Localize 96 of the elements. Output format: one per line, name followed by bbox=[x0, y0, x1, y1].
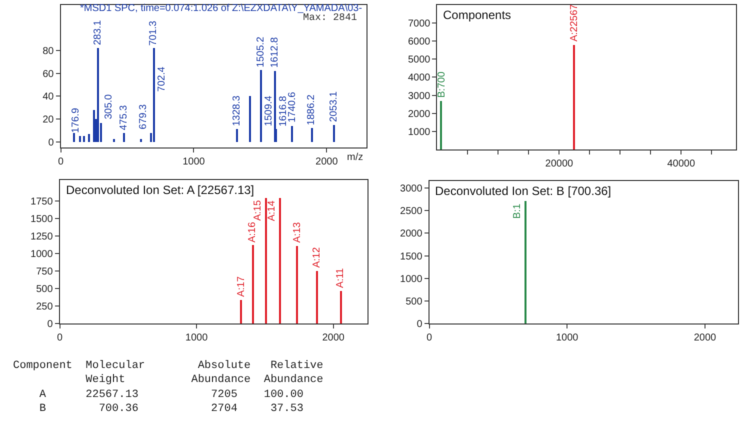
x-tick-label: 1000 bbox=[556, 332, 579, 344]
y-tick-label: 1000 bbox=[30, 249, 54, 260]
bar bbox=[112, 138, 115, 142]
y-tick-label: 1500 bbox=[30, 214, 54, 226]
bar bbox=[248, 96, 251, 142]
bar bbox=[152, 48, 155, 142]
y-tick-label: 750 bbox=[36, 266, 54, 278]
x-tick-label: 0 bbox=[58, 156, 64, 168]
bar bbox=[88, 134, 90, 142]
bar bbox=[264, 198, 267, 324]
annotation: A:11 bbox=[335, 268, 346, 288]
annotation: 176.9 bbox=[70, 107, 82, 133]
bar bbox=[252, 245, 254, 324]
bar bbox=[310, 128, 313, 142]
bar bbox=[140, 138, 142, 142]
annotation: 2053.1 bbox=[328, 90, 340, 122]
y-tick-label: 4000 bbox=[408, 72, 431, 84]
bar bbox=[72, 132, 75, 142]
text: A 22567.13 7205 100.00 bbox=[13, 389, 304, 401]
bar bbox=[290, 126, 293, 142]
y-tick-label: 1250 bbox=[30, 232, 54, 243]
annotation: 475.3 bbox=[118, 104, 130, 130]
x-tick-label: 1000 bbox=[182, 156, 206, 168]
annotation: 305.0 bbox=[103, 94, 114, 120]
annotation: A:22567 bbox=[569, 4, 580, 42]
x-tick-label: 2000 bbox=[322, 332, 345, 344]
y-tick-label: 5000 bbox=[408, 54, 431, 66]
y-tick-label: 1000 bbox=[400, 274, 423, 285]
annotation: 1612.8 bbox=[270, 36, 281, 68]
annotation: 1740.6 bbox=[286, 92, 298, 123]
annotation: A:12 bbox=[311, 246, 322, 268]
chart-title: Deconvoluted Ion Set: A [22567.13] bbox=[66, 183, 254, 197]
bar bbox=[340, 291, 342, 324]
annotation: A:13 bbox=[292, 222, 303, 243]
bar bbox=[78, 136, 81, 142]
annotation: 1328.3 bbox=[232, 95, 243, 126]
annotation: 1886.2 bbox=[306, 94, 317, 126]
annotation: Max: 2841 bbox=[303, 13, 358, 24]
text: Component Molecular Absolute Relative bbox=[13, 360, 324, 372]
annotation: 702.4 bbox=[156, 66, 168, 92]
x-tick-label: 0 bbox=[56, 332, 63, 344]
bar bbox=[274, 70, 276, 142]
y-tick-label: 500 bbox=[36, 284, 54, 296]
y-tick-label: 2000 bbox=[408, 108, 431, 120]
y-tick-label: 250 bbox=[36, 302, 54, 313]
x-tick-label: 1000 bbox=[185, 332, 208, 344]
y-tick-label: 0 bbox=[47, 319, 54, 330]
annotation: 679.3 bbox=[138, 104, 149, 130]
y-tick-label: 7000 bbox=[408, 18, 431, 30]
x-tick-label: 40000 bbox=[667, 158, 696, 170]
y-tick-label: 6000 bbox=[408, 36, 431, 48]
chart-title: Deconvoluted Ion Set: B [700.36] bbox=[435, 184, 612, 198]
y-tick-label: 40 bbox=[42, 92, 54, 103]
x-tick-label: 20000 bbox=[545, 158, 574, 170]
annotation: B:700 bbox=[436, 71, 448, 98]
annotation: 1509.4 bbox=[264, 95, 275, 126]
annotation: A:17 bbox=[236, 276, 248, 297]
y-tick-label: 2000 bbox=[400, 228, 423, 240]
y-tick-label: 1750 bbox=[30, 196, 54, 208]
annotation: B:1 bbox=[512, 203, 523, 219]
bar bbox=[278, 198, 281, 324]
x-axis-title: m/z bbox=[347, 152, 364, 163]
x-tick-label: 2000 bbox=[316, 156, 338, 168]
y-tick-label: 20 bbox=[42, 114, 54, 126]
y-tick-label: 80 bbox=[42, 46, 54, 58]
bar bbox=[96, 48, 99, 142]
annotation: 1505.2 bbox=[255, 36, 266, 68]
chart-title: *MSD1 SPC, time=0.074:1.026 of Z:\EZXDATA\Y_YAMADA\03- bbox=[80, 3, 362, 14]
bar bbox=[82, 136, 85, 142]
y-tick-label: 3000 bbox=[408, 90, 431, 102]
annotation: 1616.8 bbox=[278, 96, 289, 127]
annotation: A:14 bbox=[266, 200, 278, 222]
bar bbox=[332, 124, 335, 142]
bar bbox=[260, 70, 262, 142]
annotation: A:15 bbox=[252, 200, 264, 221]
y-tick-label: 500 bbox=[406, 296, 423, 308]
annotation: A:16 bbox=[247, 222, 258, 243]
y-tick-label: 0 bbox=[48, 137, 54, 148]
text: B 700.36 2704 37.53 bbox=[13, 403, 304, 415]
bar bbox=[236, 128, 238, 142]
bar bbox=[316, 271, 318, 324]
annotation: 701.3 bbox=[148, 20, 160, 46]
x-tick-label: 2000 bbox=[694, 332, 716, 344]
y-tick-label: 3000 bbox=[400, 183, 423, 194]
bar bbox=[240, 300, 242, 324]
chart-title: Components bbox=[443, 8, 512, 22]
y-tick-label: 2500 bbox=[400, 206, 423, 217]
text: Weight Abundance Abundance bbox=[13, 374, 324, 386]
annotation: 283.1 bbox=[92, 20, 104, 46]
y-tick-label: 1500 bbox=[400, 251, 423, 262]
y-tick-label: 0 bbox=[416, 319, 423, 330]
bar bbox=[296, 246, 298, 324]
y-tick-label: 1000 bbox=[408, 126, 431, 138]
bar bbox=[92, 110, 95, 142]
bar bbox=[122, 132, 125, 142]
y-tick-label: 60 bbox=[42, 68, 54, 80]
